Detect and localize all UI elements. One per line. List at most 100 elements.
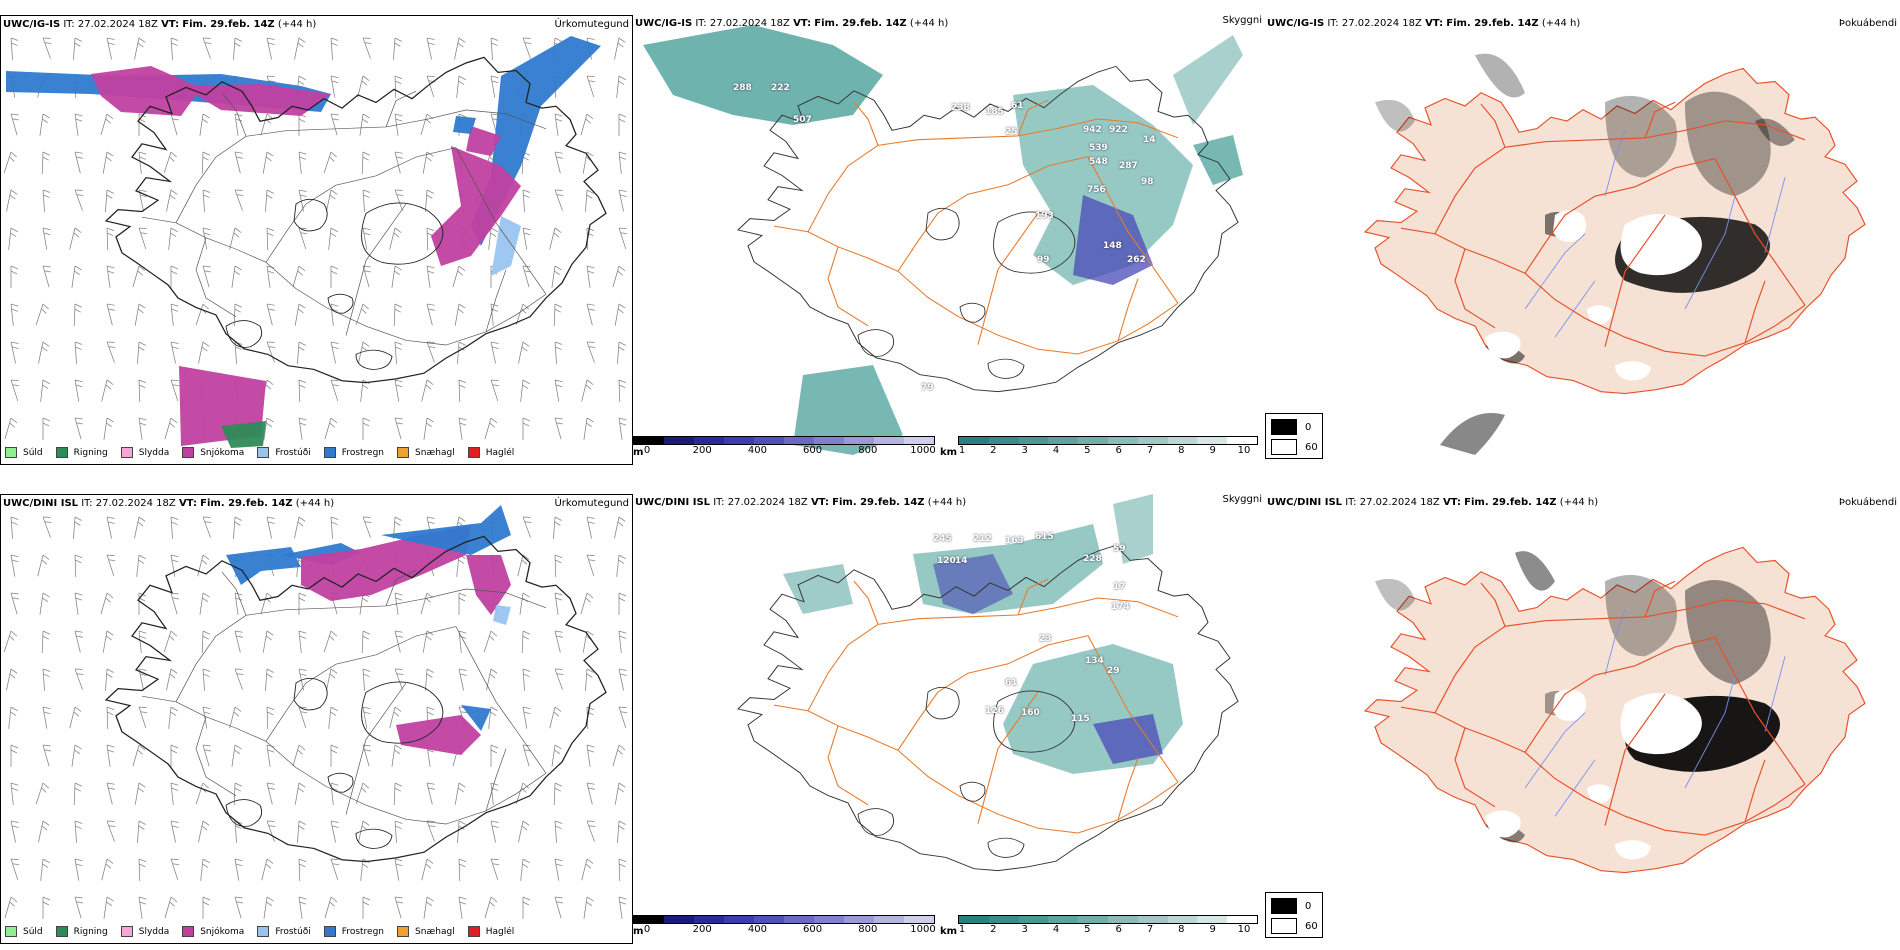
wind-barb [198,820,210,843]
road [1017,578,1049,616]
wind-barb [618,630,627,653]
fog-legend-value: 60 [1305,441,1318,453]
wind-barb [583,896,594,919]
cloud-base-label: 14 [955,556,968,566]
run-header: UWC/DINI ISL IT: 27.02.2024 18Z VT: Fim.… [635,497,967,508]
road [265,147,457,263]
legend-label: Frostregn [341,447,385,458]
wind-barb [515,782,529,805]
visibility-unit: km [940,926,958,937]
wind-barb [580,113,594,136]
wind-barb [330,858,340,881]
precip-legend-item: Rigning [55,926,108,937]
colorbar-segment [1137,437,1168,444]
wind-barb [361,151,371,175]
glacier-outline [327,772,354,793]
colorbar [958,436,1258,445]
precip-area [453,116,476,134]
fog-legend-row: 0 [1271,898,1311,914]
wind-barb [233,516,242,539]
colorbar-segment [1048,916,1079,923]
wind-barb [170,265,179,288]
wind-barb [231,265,242,288]
colorbar-tick: 1 [958,445,966,456]
legend-label: Rigning [73,926,108,937]
wind-barb [554,379,563,402]
precip-panel-top: UWC/IG-IS IT: 27.02.2024 18Z VT: Fim. 29… [0,15,633,465]
wind-barb [202,668,211,691]
glacier-outline [361,681,444,744]
wind-barb [328,227,338,250]
run-header: UWC/IG-IS IT: 27.02.2024 18Z VT: Fim. 29… [635,18,949,29]
wind-barb [74,113,83,136]
colorbar-segment [724,437,754,444]
wind-barb [426,303,435,326]
colorbar-tick: 8 [1178,924,1185,935]
wind-barb [74,417,84,440]
visibility-scale: 1 2 3 4 5 6 7 8 9 10 [958,436,1258,457]
precip-field [6,36,601,448]
cloud-base-label: 615 [1035,532,1054,542]
wind-barb [586,227,595,251]
legend-label: Súld [23,926,43,937]
river [1554,280,1596,338]
legend-swatch [257,926,270,937]
wind-barb [324,896,338,919]
wind-barb [360,858,370,881]
glacier-outline [857,329,895,357]
wind-barb [522,189,531,212]
wind-barb [265,668,274,691]
glacier-outline [925,207,960,241]
wind-barb [138,189,147,212]
wind-barb [362,265,372,288]
road [485,269,507,332]
road [385,90,417,128]
wind-barb [298,858,307,882]
colorbar-segment [904,916,934,923]
wind-barb [458,630,467,653]
wind-barb [266,744,275,767]
cloud-base-label: 79 [921,383,934,393]
fog-area [1685,580,1771,685]
wind-barb [330,303,339,326]
run-header: UWC/IG-IS IT: 27.02.2024 18Z VT: Fim. 29… [1267,18,1581,29]
wind-barb [522,744,532,767]
colorbar-tick: 200 [692,445,712,456]
wind-barb [138,858,147,882]
wind-barb [266,341,276,363]
precip-legend-item: Súld [5,447,43,458]
wind-barb [484,896,498,919]
wind-barb [262,151,274,174]
colorbar-tick: 2 [990,445,997,456]
wind-barb [614,37,626,60]
fog-area [1475,53,1525,98]
road [853,580,879,625]
wind-barb [298,151,307,174]
wind-barb [74,630,83,653]
road [1714,158,1806,306]
wind-barb [362,744,372,767]
wind-barb [522,417,531,440]
precip-area [493,605,511,625]
wind-barb [106,227,115,251]
wind-barb [586,744,595,767]
colorbar-segment [959,437,989,444]
wind-barb [517,554,530,577]
glacier [1553,210,1587,242]
precip-area [226,547,301,585]
road [1714,637,1806,785]
wind-barb [583,417,594,440]
colorbar-segment [1018,916,1049,923]
wind-barb [324,417,338,440]
glacier-outline [293,677,328,711]
colorbar-segment [1167,437,1198,444]
colorbar-tick: 3 [1021,445,1028,456]
wind-barb [170,858,180,881]
fog-area [1375,578,1415,611]
glacier-outline [355,349,393,370]
fog-area [1375,99,1415,132]
wind-barb [585,668,594,691]
fog-legend-swatch [1271,898,1297,914]
wind-barb [581,379,594,402]
colorbar-tick: 7 [1146,924,1154,935]
